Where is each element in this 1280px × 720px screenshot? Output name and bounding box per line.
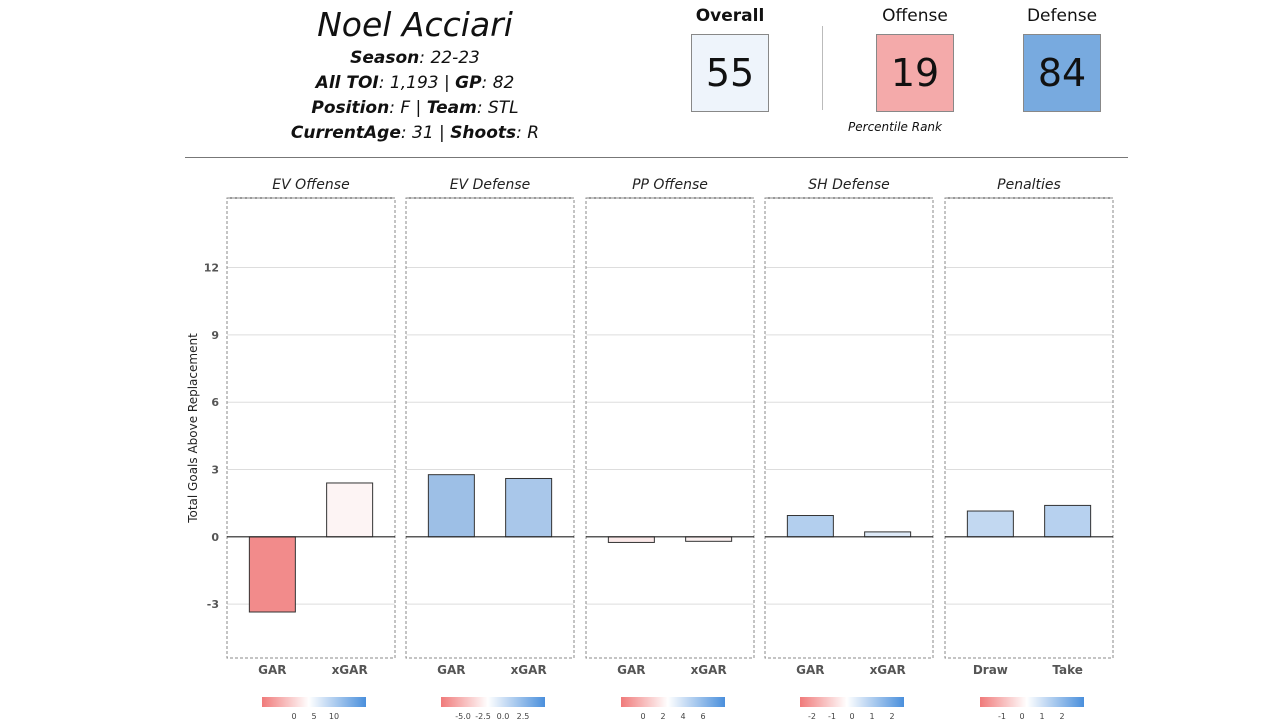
- defense-label: Defense: [1026, 6, 1098, 26]
- toi-label: All TOI: [315, 73, 379, 93]
- offense-label: Offense: [882, 6, 948, 26]
- color-legend-tick: 2: [889, 712, 894, 720]
- color-legend-bar: [441, 697, 545, 707]
- panel-border: [226, 197, 396, 659]
- color-legend-tick: 0: [291, 712, 296, 720]
- x-tick-label: Draw: [973, 663, 1008, 677]
- gp-label: GP: [455, 73, 482, 93]
- color-legend-bar: [800, 697, 904, 707]
- color-legend-tick: 0: [849, 712, 854, 720]
- color-legend-bar: [262, 697, 366, 707]
- overall-value: 55: [691, 34, 769, 112]
- x-tick-label: GAR: [796, 663, 824, 677]
- color-legend-tick: 5: [311, 712, 316, 720]
- offense-score: Offense 19: [875, 4, 955, 112]
- color-legend-tick: -2: [808, 712, 816, 720]
- color-legend-tick: 2: [660, 712, 665, 720]
- bar-take: [1044, 504, 1092, 538]
- y-tick-label: 0: [211, 531, 219, 544]
- bar-gar: [427, 474, 475, 538]
- defense-value: 84: [1023, 34, 1101, 112]
- panel-title: SH Defense: [808, 177, 890, 193]
- x-tick-label: GAR: [437, 663, 465, 677]
- defense-score: Defense 84: [1022, 4, 1102, 112]
- color-legend-tick: 0.0: [497, 712, 510, 720]
- color-legend-tick: 2.5: [517, 712, 530, 720]
- x-tick-label: xGAR: [511, 663, 547, 677]
- gp-value: 82: [492, 73, 515, 93]
- panel-border: [944, 197, 1114, 659]
- position-label: Position: [311, 98, 390, 118]
- bar-gar: [248, 536, 296, 613]
- panel-title: Penalties: [997, 177, 1061, 193]
- color-legend-tick: 6: [700, 712, 705, 720]
- y-axis-label: Total Goals Above Replacement: [186, 333, 200, 524]
- bar-gar: [607, 536, 655, 543]
- header-divider: [185, 157, 1128, 158]
- season-label: Season: [350, 48, 420, 68]
- color-legend-tick: 1: [869, 712, 874, 720]
- toi-value: 1,193: [389, 73, 439, 93]
- color-legend-bar: [980, 697, 1084, 707]
- x-tick-label: xGAR: [332, 663, 368, 677]
- color-legend-tick: 2: [1059, 712, 1064, 720]
- player-info: Noel Acciari Season: 22-23 All TOI: 1,19…: [270, 4, 560, 146]
- shoots-label: Shoots: [450, 123, 517, 143]
- panel-title: EV Offense: [272, 177, 349, 193]
- team-label: Team: [426, 98, 477, 118]
- offense-value: 19: [876, 34, 954, 112]
- bar-xgar: [685, 536, 733, 542]
- y-tick-label: -3: [207, 598, 219, 611]
- season-value: 22-23: [430, 48, 480, 68]
- y-tick-label: 9: [211, 329, 219, 342]
- position-value: F: [400, 98, 411, 118]
- divider: [822, 26, 823, 110]
- color-legend-tick: -5.0: [455, 712, 471, 720]
- y-tick-label: 3: [211, 464, 219, 477]
- player-name: Noel Acciari: [317, 5, 513, 44]
- panel-border: [585, 197, 755, 659]
- color-legend-tick: 0: [640, 712, 645, 720]
- bar-draw: [966, 510, 1014, 538]
- color-legend-tick: 0: [1019, 712, 1024, 720]
- y-tick-label: 6: [211, 396, 219, 409]
- overall-label: Overall: [695, 6, 765, 26]
- panel-title: EV Defense: [450, 177, 531, 193]
- age-value: 31: [412, 123, 434, 143]
- x-tick-label: GAR: [258, 663, 286, 677]
- x-tick-label: xGAR: [870, 663, 906, 677]
- bar-gar: [786, 515, 834, 538]
- age-label: CurrentAge: [290, 123, 401, 143]
- color-legend-tick: 1: [1039, 712, 1044, 720]
- color-legend-bar: [621, 697, 725, 707]
- shoots-value: R: [527, 123, 540, 143]
- x-tick-label: Take: [1052, 663, 1083, 677]
- color-legend-tick: 10: [329, 712, 339, 720]
- bar-xgar: [864, 531, 912, 538]
- overall-score: Overall 55: [690, 4, 770, 112]
- panel-title: PP Offense: [632, 177, 708, 193]
- y-tick-label: 12: [204, 262, 219, 275]
- x-tick-label: xGAR: [691, 663, 727, 677]
- bar-xgar: [326, 482, 374, 538]
- color-legend-tick: -2.5: [475, 712, 491, 720]
- panel-border: [405, 197, 575, 659]
- percentile-rank-label: Percentile Rank: [848, 120, 942, 134]
- bar-xgar: [505, 477, 553, 538]
- x-tick-label: GAR: [617, 663, 645, 677]
- color-legend-tick: 4: [680, 712, 685, 720]
- color-legend-tick: -1: [998, 712, 1006, 720]
- team-value: STL: [487, 98, 519, 118]
- color-legend-tick: -1: [828, 712, 836, 720]
- panel-border: [764, 197, 934, 659]
